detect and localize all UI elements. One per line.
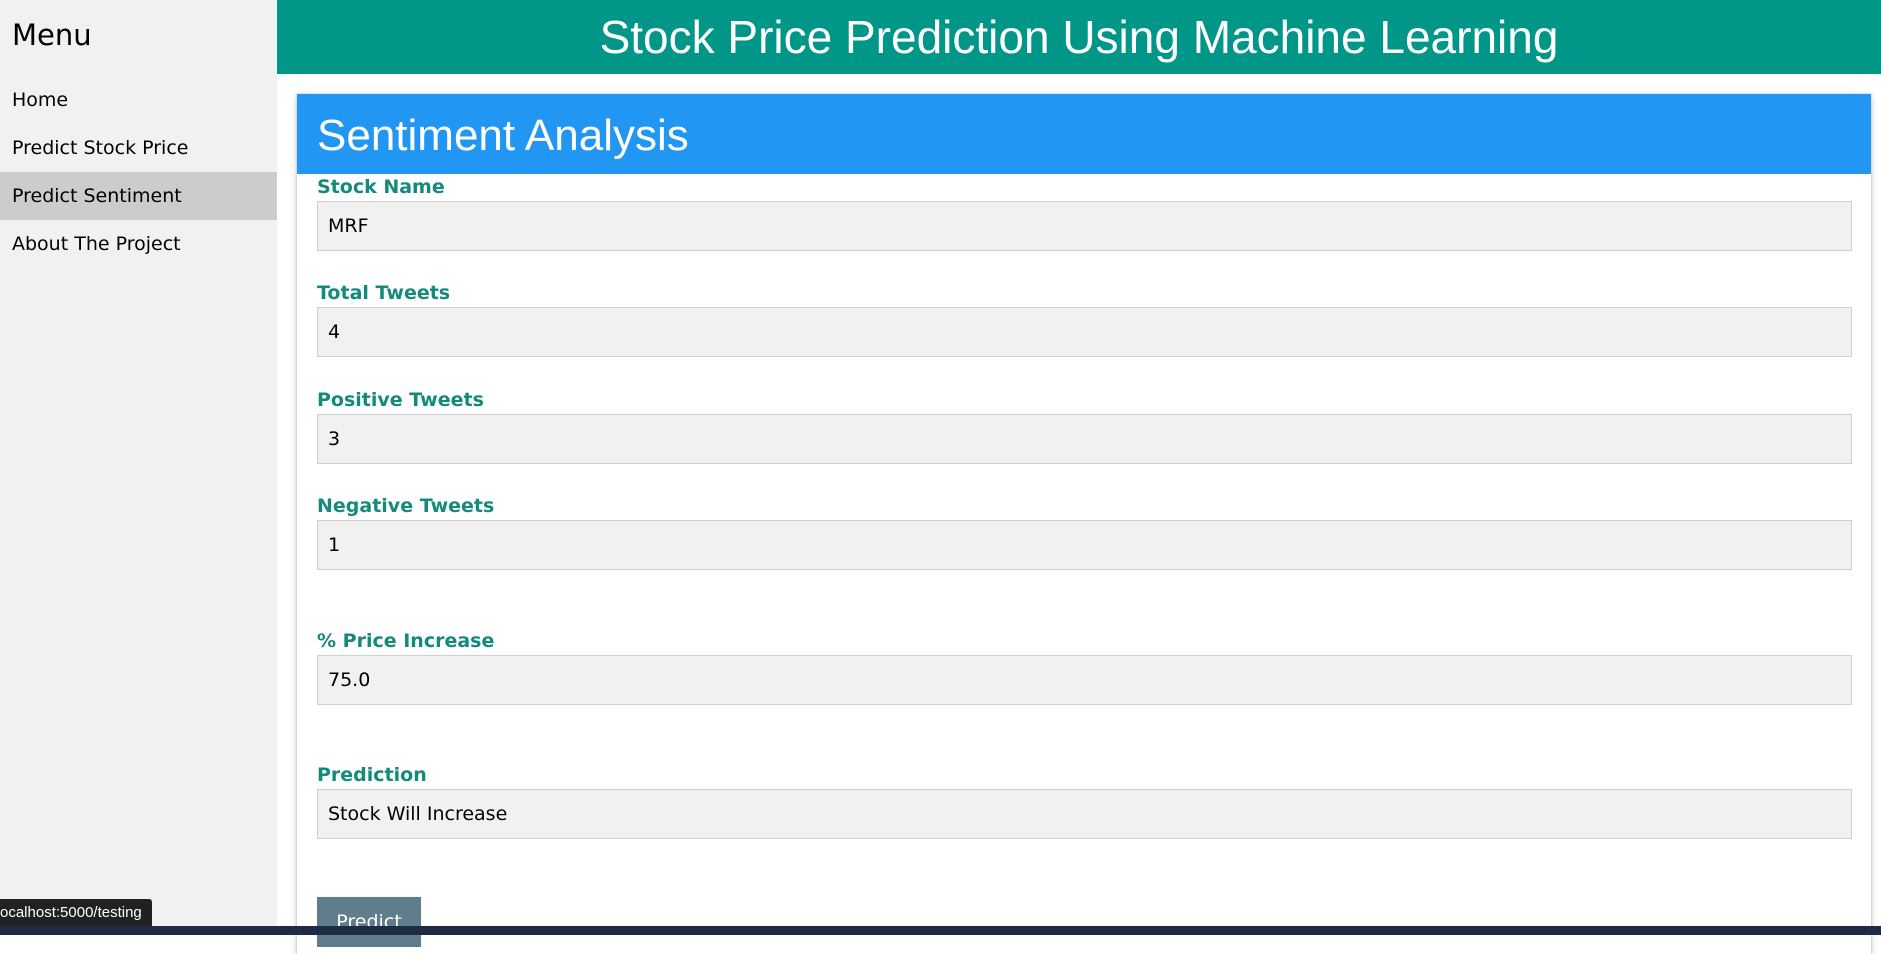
sidebar-title: Menu (12, 18, 92, 52)
sidebar-item-about-the-project[interactable]: About The Project (12, 233, 181, 255)
total-tweets-input[interactable] (317, 307, 1852, 357)
positive-tweets-input[interactable] (317, 414, 1852, 464)
prediction-input[interactable] (317, 789, 1852, 839)
sentiment-card: Sentiment Analysis Stock Name Total Twee… (297, 94, 1871, 954)
sidebar-item-predict-stock-price[interactable]: Predict Stock Price (12, 137, 189, 159)
predict-button[interactable]: Predict (317, 897, 421, 947)
stock-name-label: Stock Name (317, 176, 445, 198)
negative-tweets-label: Negative Tweets (317, 495, 495, 517)
card-title: Sentiment Analysis (297, 94, 1871, 174)
sidebar-item-home[interactable]: Home (12, 89, 69, 111)
stock-name-input[interactable] (317, 201, 1852, 251)
sidebar-nav: Home Predict Stock Price Predict Sentime… (0, 76, 277, 268)
total-tweets-label: Total Tweets (317, 282, 451, 304)
prediction-label: Prediction (317, 764, 427, 786)
sidebar-item-predict-sentiment[interactable]: Predict Sentiment (0, 172, 277, 220)
positive-tweets-label: Positive Tweets (317, 389, 484, 411)
taskbar (0, 926, 1881, 935)
sidebar: Menu Home Predict Stock Price Predict Se… (0, 0, 277, 935)
price-increase-label: % Price Increase (317, 630, 495, 652)
app-header: Stock Price Prediction Using Machine Lea… (277, 0, 1881, 74)
price-increase-input[interactable] (317, 655, 1852, 705)
negative-tweets-input[interactable] (317, 520, 1852, 570)
status-bar-url: ocalhost:5000/testing (0, 899, 152, 926)
